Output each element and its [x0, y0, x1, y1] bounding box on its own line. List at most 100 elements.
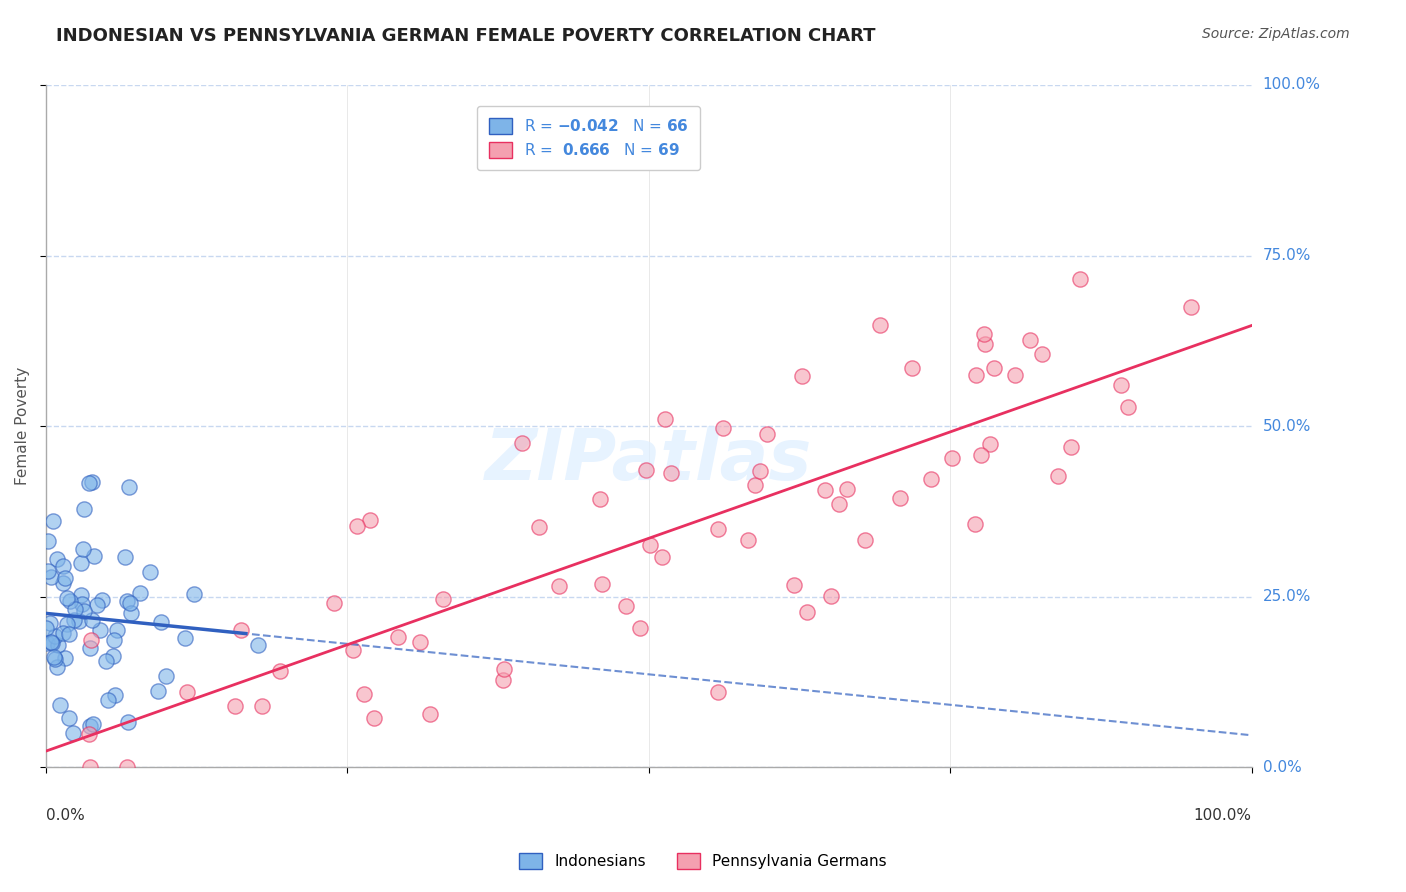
- Point: [749, 464, 772, 478]
- Point: [869, 318, 891, 333]
- Point: [492, 662, 515, 676]
- Point: [82, 717, 104, 731]
- Point: [79, 760, 101, 774]
- Point: [409, 635, 432, 649]
- Point: [828, 497, 851, 511]
- Point: [104, 688, 127, 702]
- Point: [117, 715, 139, 730]
- Point: [835, 483, 858, 497]
- Text: INDONESIAN VS PENNSYLVANIA GERMAN FEMALE POVERTY CORRELATION CHART: INDONESIAN VS PENNSYLVANIA GERMAN FEMALE…: [56, 27, 876, 45]
- Point: [128, 585, 150, 599]
- Point: [56, 617, 79, 632]
- Point: [651, 550, 673, 565]
- Point: [814, 483, 837, 497]
- Point: [820, 589, 842, 603]
- Point: [90, 593, 112, 607]
- Point: [432, 592, 454, 607]
- Point: [118, 480, 141, 494]
- Point: [628, 621, 651, 635]
- Point: [58, 711, 80, 725]
- Point: [1031, 347, 1053, 361]
- Point: [139, 566, 162, 580]
- Point: [42, 514, 65, 528]
- Point: [659, 466, 682, 480]
- Point: [155, 669, 177, 683]
- Point: [756, 426, 779, 441]
- Point: [52, 575, 75, 590]
- Point: [973, 337, 995, 351]
- Point: [589, 492, 612, 507]
- Text: 0.0%: 0.0%: [46, 808, 84, 823]
- Point: [39, 635, 62, 649]
- Point: [183, 587, 205, 601]
- Point: [45, 659, 67, 673]
- Text: ZIPatlas: ZIPatlas: [485, 425, 813, 495]
- Point: [114, 550, 136, 565]
- Point: [79, 633, 101, 648]
- Point: [105, 624, 128, 638]
- Point: [965, 368, 987, 383]
- Point: [853, 533, 876, 547]
- Point: [419, 707, 441, 722]
- Point: [224, 699, 246, 714]
- Point: [46, 638, 69, 652]
- Point: [591, 577, 613, 591]
- Point: [52, 625, 75, 640]
- Point: [56, 591, 79, 605]
- Point: [359, 513, 381, 527]
- Point: [97, 693, 120, 707]
- Point: [901, 361, 924, 376]
- Point: [920, 472, 942, 486]
- Point: [363, 711, 385, 725]
- Point: [783, 578, 806, 592]
- Point: [548, 579, 571, 593]
- Point: [59, 593, 82, 607]
- Point: [527, 519, 550, 533]
- Point: [72, 542, 94, 557]
- Text: 100.0%: 100.0%: [1263, 78, 1320, 93]
- Point: [79, 719, 101, 733]
- Point: [342, 642, 364, 657]
- Point: [39, 570, 62, 584]
- Point: [1047, 469, 1070, 483]
- Text: 25.0%: 25.0%: [1263, 590, 1310, 604]
- Text: 75.0%: 75.0%: [1263, 248, 1310, 263]
- Point: [387, 630, 409, 644]
- Text: 100.0%: 100.0%: [1194, 808, 1251, 823]
- Point: [491, 673, 513, 688]
- Point: [654, 412, 676, 426]
- Point: [67, 614, 90, 628]
- Point: [86, 599, 108, 613]
- Point: [1069, 272, 1091, 286]
- Point: [148, 683, 170, 698]
- Point: [796, 605, 818, 619]
- Point: [176, 685, 198, 699]
- Point: [96, 654, 118, 668]
- Text: 0.0%: 0.0%: [1263, 760, 1302, 775]
- Point: [63, 613, 86, 627]
- Point: [744, 478, 766, 492]
- Point: [52, 559, 75, 574]
- Point: [250, 699, 273, 714]
- Point: [101, 648, 124, 663]
- Point: [1109, 378, 1132, 392]
- Point: [37, 533, 59, 548]
- Point: [49, 698, 72, 712]
- Point: [737, 533, 759, 548]
- Point: [1004, 368, 1026, 382]
- Point: [39, 615, 62, 630]
- Point: [1060, 440, 1083, 454]
- Point: [62, 726, 84, 740]
- Text: 50.0%: 50.0%: [1263, 418, 1310, 434]
- Point: [979, 437, 1001, 451]
- Point: [37, 564, 59, 578]
- Point: [941, 451, 963, 466]
- Point: [150, 615, 173, 630]
- Y-axis label: Female Poverty: Female Poverty: [15, 367, 30, 485]
- Point: [79, 641, 101, 656]
- Point: [973, 327, 995, 342]
- Point: [963, 517, 986, 532]
- Point: [969, 448, 991, 462]
- Point: [45, 552, 67, 566]
- Point: [77, 475, 100, 490]
